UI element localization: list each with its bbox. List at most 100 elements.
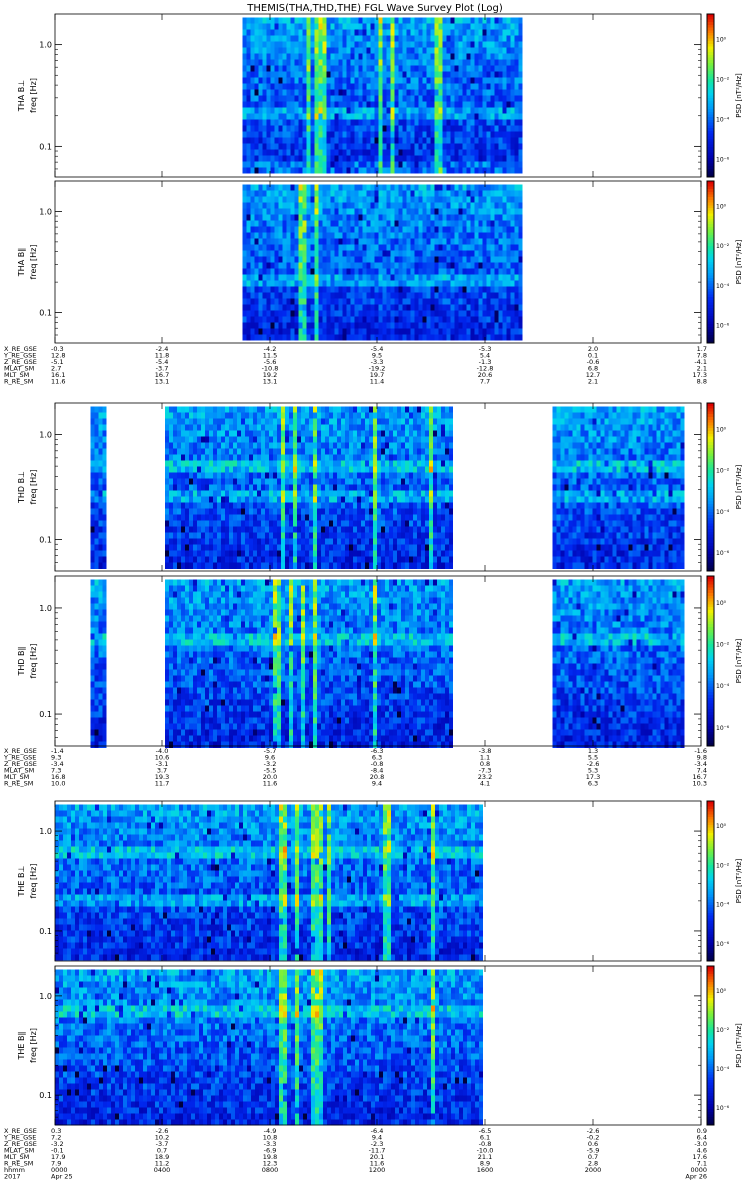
psd-cell <box>274 292 279 299</box>
psd-cell <box>402 190 407 197</box>
psd-cell <box>466 29 471 36</box>
colorbar-tick-label: 10⁰ <box>716 37 727 44</box>
psd-cell <box>254 35 259 42</box>
psd-cell <box>334 256 339 263</box>
psd-cell <box>370 131 375 138</box>
psd-cell <box>330 268 335 275</box>
psd-cell <box>302 143 307 150</box>
psd-cell <box>314 155 319 162</box>
psd-cell <box>264 466 269 473</box>
psd-cell <box>248 442 253 449</box>
psd-cell <box>434 256 439 263</box>
psd-cell <box>414 29 419 36</box>
psd-cell <box>264 502 269 509</box>
psd-cell <box>196 532 201 539</box>
psd-cell <box>490 137 495 144</box>
psd-cell <box>398 95 403 102</box>
psd-cell <box>286 59 291 66</box>
psd-cell <box>168 472 173 479</box>
psd-cell <box>510 316 515 323</box>
colorbar-segment <box>707 262 714 266</box>
psd-cell <box>102 520 107 527</box>
psd-cell <box>498 208 503 215</box>
psd-cell <box>184 532 189 539</box>
psd-cell <box>260 472 265 479</box>
psd-cell <box>250 262 255 269</box>
psd-cell <box>298 274 303 281</box>
psd-cell <box>330 196 335 203</box>
psd-cell <box>220 556 225 563</box>
psd-cell <box>466 184 471 191</box>
psd-cell <box>244 526 249 533</box>
psd-cell <box>172 418 177 425</box>
psd-cell <box>294 35 299 42</box>
psd-cell <box>264 550 269 557</box>
psd-cell <box>454 214 459 221</box>
psd-cell <box>430 244 435 251</box>
psd-cell <box>494 53 499 60</box>
psd-cell <box>486 71 491 78</box>
psd-cell <box>506 304 511 311</box>
psd-cell <box>410 190 415 197</box>
psd-cell <box>184 460 189 467</box>
psd-cell <box>302 322 307 329</box>
colorbar-segment <box>707 243 714 247</box>
psd-cell <box>430 71 435 78</box>
psd-cell <box>506 17 511 24</box>
psd-cell <box>450 328 455 335</box>
psd-cell <box>374 35 379 42</box>
psd-cell <box>246 274 251 281</box>
psd-cell <box>346 238 351 245</box>
psd-cell <box>294 262 299 269</box>
psd-cell <box>510 41 515 48</box>
psd-cell <box>268 496 273 503</box>
psd-cell <box>244 418 249 425</box>
psd-cell <box>224 418 229 425</box>
psd-cell <box>172 484 177 491</box>
psd-cell <box>200 544 205 551</box>
psd-cell <box>518 137 523 144</box>
psd-cell <box>274 59 279 66</box>
psd-cell <box>470 328 475 335</box>
psd-cell <box>248 454 253 461</box>
psd-cell <box>298 125 303 132</box>
psd-cell <box>292 532 297 539</box>
psd-cell <box>212 562 217 569</box>
psd-cell <box>278 53 283 60</box>
psd-cell <box>486 202 491 209</box>
psd-cell <box>422 71 427 78</box>
psd-cell <box>378 232 383 239</box>
psd-cell <box>402 244 407 251</box>
psd-cell <box>212 466 217 473</box>
psd-cell <box>350 95 355 102</box>
psd-cell <box>196 442 201 449</box>
psd-cell <box>256 472 261 479</box>
psd-cell <box>442 77 447 84</box>
psd-cell <box>270 316 275 323</box>
psd-cell <box>286 250 291 257</box>
psd-cell <box>304 466 309 473</box>
psd-cell <box>294 226 299 233</box>
psd-cell <box>192 406 197 413</box>
psd-cell <box>246 101 251 108</box>
psd-cell <box>486 226 491 233</box>
psd-cell <box>192 466 197 473</box>
psd-cell <box>462 316 467 323</box>
psd-cell <box>286 208 291 215</box>
psd-cell <box>272 532 277 539</box>
psd-cell <box>282 226 287 233</box>
psd-cell <box>286 89 291 96</box>
psd-cell <box>246 208 251 215</box>
psd-cell <box>438 113 443 120</box>
psd-cell <box>382 71 387 78</box>
psd-cell <box>334 113 339 120</box>
psd-cell <box>518 143 523 150</box>
psd-cell <box>470 268 475 275</box>
psd-cell <box>300 514 305 521</box>
psd-cell <box>370 143 375 150</box>
psd-cell <box>258 65 263 72</box>
psd-cell <box>164 460 169 467</box>
psd-cell <box>438 101 443 108</box>
psd-cell <box>296 556 301 563</box>
